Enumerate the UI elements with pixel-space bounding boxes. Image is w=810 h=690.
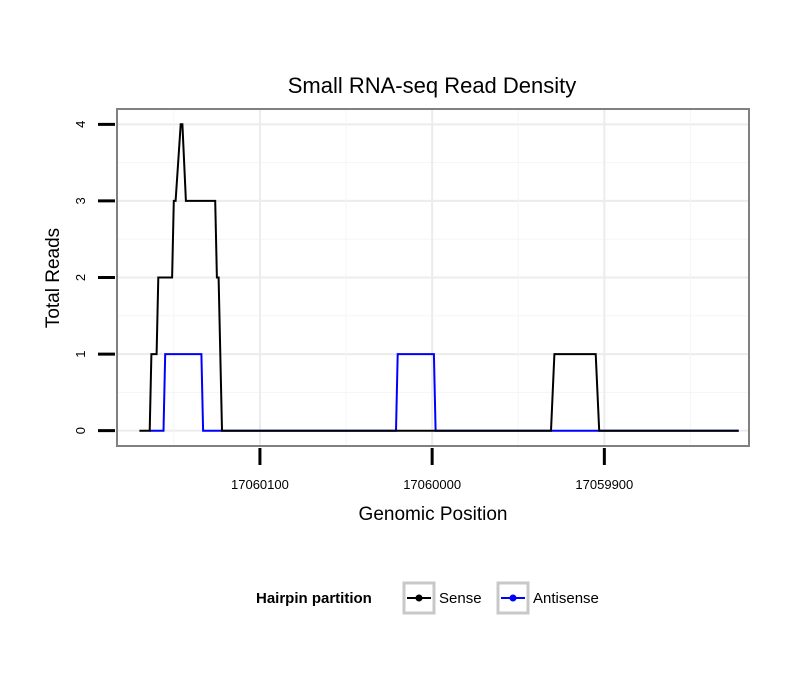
panel-border xyxy=(116,108,750,447)
grid xyxy=(117,109,749,446)
x-tick-label: 17060000 xyxy=(403,477,461,492)
legend-label: Antisense xyxy=(533,590,599,607)
legend-items: Sense Antisense xyxy=(402,581,599,615)
series-line-sense xyxy=(139,123,739,432)
chart-title: Small RNA-seq Read Density xyxy=(288,73,577,98)
y-axis-label: Total Reads xyxy=(43,228,64,328)
legend-item-antisense: Antisense xyxy=(496,581,599,615)
y-tick-label: 0 xyxy=(73,427,88,434)
y-tick-label: 3 xyxy=(73,197,88,204)
y-ticks: 0 1 2 3 4 xyxy=(73,121,115,434)
x-ticks: 17060100 17060000 17059900 xyxy=(231,448,633,492)
y-tick-label: 2 xyxy=(73,274,88,281)
x-axis-label: Genomic Position xyxy=(359,504,508,525)
y-tick-label: 1 xyxy=(73,350,88,357)
legend-label: Sense xyxy=(439,590,482,607)
legend-key-dot xyxy=(415,594,423,602)
x-tick-label: 17059900 xyxy=(575,477,633,492)
legend-title: Hairpin partition xyxy=(256,590,372,607)
x-tick-label: 17060100 xyxy=(231,477,289,492)
series-layer xyxy=(139,123,739,432)
legend-item-sense: Sense xyxy=(402,581,482,615)
y-tick-label: 4 xyxy=(73,121,88,128)
legend-key-dot xyxy=(509,594,517,602)
legend: Hairpin partition Sense Antisense xyxy=(256,581,599,615)
